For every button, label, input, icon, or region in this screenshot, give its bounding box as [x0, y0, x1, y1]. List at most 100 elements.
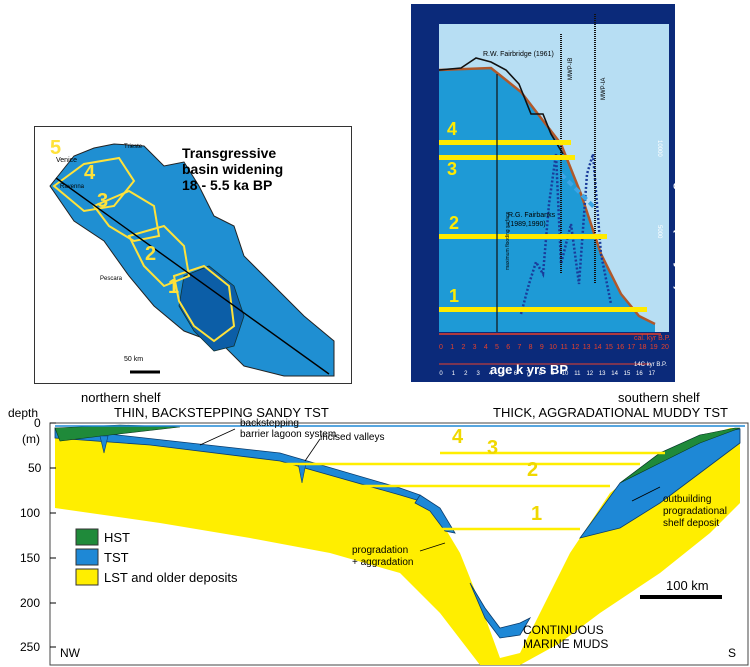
section-stage-label-2: 2 — [527, 459, 539, 481]
chart-x-tick-14c-label: 4 — [489, 371, 493, 377]
chart-stage-band-4 — [439, 140, 571, 145]
section-depth-tick-100: 100 — [20, 506, 41, 520]
chart-x-tick-label: 0 — [439, 344, 443, 351]
section-svg — [49, 422, 749, 666]
chart-label-mwp1a: MWP-IA — [601, 77, 607, 100]
map-title-line-3: 18 - 5.5 ka BP — [182, 177, 273, 193]
chart-x-tick-14c-label: 2 — [464, 371, 468, 377]
map-title-line-1: Transgressive — [182, 145, 277, 161]
chart-label-fairbridge: R.W. Fairbridge (1961) — [483, 51, 554, 58]
section-corner-nw: NW — [60, 646, 80, 660]
section-lst — [55, 428, 740, 665]
chart-x-tick-14c-label: 9 — [551, 371, 555, 377]
chart-x-tick-14c-label: 12 — [586, 371, 593, 377]
section-tst-valley — [469, 582, 532, 639]
chart-x-tick-label: 20 — [661, 344, 669, 351]
section-ann-outbuild-3: shelf deposit — [663, 518, 720, 529]
chart-stage-label-1: 1 — [449, 286, 460, 306]
section-stage-label-4: 4 — [452, 426, 464, 448]
map-title-line-2: basin widening — [182, 161, 284, 177]
section-ann-barrier-2: barrier lagoon system — [240, 429, 337, 440]
section-ann-incised: incised valleys — [320, 432, 385, 443]
chart-ylabel-right: discharge rate (km3 yr-1) — [673, 136, 688, 291]
chart-stage-label-2: 2 — [449, 213, 460, 233]
chart-x-tick-label: 10 — [549, 344, 557, 351]
section-ann-barrier-1: backstepping — [240, 418, 299, 429]
map-title: Transgressive basin widening 18 - 5.5 ka… — [182, 145, 342, 193]
chart-stage-band-3 — [439, 155, 575, 160]
map-place-venice: Venice — [56, 157, 78, 164]
chart-label-mwp1b: MWP-IB — [568, 57, 574, 80]
section-depth-tick-0: 0 — [34, 416, 41, 430]
section-ann-muds-1: CONTINUOUS — [523, 623, 604, 637]
section-depth-label: depth — [8, 406, 39, 420]
chart-discharge-dashed — [559, 172, 598, 211]
chart-x-tick-label: 8 — [529, 344, 533, 351]
legend-label-lst: LST and older deposits — [104, 570, 238, 585]
map-place-pescara: Pescara — [100, 276, 123, 282]
chart-stage-label-3: 3 — [447, 159, 458, 179]
stage-outline-2 — [127, 224, 191, 288]
section-ann-prog-1: progradation — [352, 545, 409, 556]
map-stage-label-3: 3 — [97, 190, 109, 212]
legend-swatch-tst — [75, 548, 99, 566]
chart-x-tick-label: 3 — [473, 344, 477, 351]
chart-x-tick-14c-label: 15 — [624, 371, 631, 377]
chart-x-tick-label: 17 — [628, 344, 636, 351]
section-depth-axis — [50, 422, 56, 648]
map-svg — [49, 143, 335, 377]
section-corner-s: S — [728, 646, 737, 660]
section-ann-muds-2: MARINE MUDS — [523, 637, 609, 651]
chart-x-tick-label: 5 — [495, 344, 499, 351]
section-line — [55, 177, 330, 375]
section-arrow-outbuild — [631, 486, 661, 502]
chart-right-tick-10000: 10000 — [656, 140, 662, 157]
chart-x-tick-14c-label: 13 — [599, 371, 606, 377]
chart-label-fairbanks-1: R.G. Fairbanks — [508, 212, 556, 219]
section-depth-tick-200: 200 — [20, 596, 41, 610]
chart-x-tick-14c-label: 7 — [526, 371, 530, 377]
chart-stage-label-4: 4 — [447, 119, 458, 139]
section-depth-unit: (m) — [22, 432, 40, 446]
section-hst-south — [619, 427, 741, 484]
section-depth-tick-50: 50 — [28, 461, 42, 475]
chart-x-tick-label: 6 — [506, 344, 510, 351]
section-depth-tick-250: 250 — [20, 640, 41, 654]
chart-xunit-14c: 14C kyr B.P. — [634, 362, 667, 368]
chart-x-tick-14c-label: 6 — [514, 371, 518, 377]
chart-x-tick-label: 9 — [540, 344, 544, 351]
chart-x-tick-14c-label: 17 — [648, 371, 655, 377]
chart-x-tick-label: 2 — [461, 344, 465, 351]
stage-outline-4 — [52, 156, 136, 213]
section-ann-prog-2: + aggradation — [352, 557, 414, 568]
chart-xlabel: age k yrs BP — [490, 362, 569, 377]
stage-outline-1 — [172, 264, 236, 343]
section-subheader-right: THICK, AGGRADATIONAL MUDDY TST — [493, 405, 728, 420]
chart-stage-band-2 — [439, 234, 607, 239]
section-header-left: northern shelf — [81, 390, 161, 405]
chart-x-tick-14c-label: 14 — [611, 371, 618, 377]
chart-x-tick-14c-label: 16 — [636, 371, 643, 377]
section-stage-label-1: 1 — [531, 503, 543, 525]
map-stage-label-5: 5 — [50, 137, 62, 159]
chart-x-tick-label: 18 — [639, 344, 647, 351]
chart-label-fairbanks-2: (1989,1990) — [508, 221, 546, 228]
chart-x-tick-label: 11 — [561, 344, 568, 351]
chart-stage-band-1 — [439, 307, 647, 312]
chart-x-tick-14c-label: 8 — [539, 371, 543, 377]
section-incised-valley-1 — [99, 435, 109, 454]
map-place-ravenna: Ravenna — [60, 184, 85, 190]
chart-x-tick-14c-label: 10 — [562, 371, 569, 377]
chart-x-ticks-14c: 0 1 2 3 4 5 6 7 8 9 10 11 12 13 14 15 16 17 — [439, 371, 655, 377]
chart-label-flooding: maximum flooding surface — [505, 211, 511, 270]
chart-x-tick-label: 1 — [450, 344, 454, 351]
chart-x-tick-label: 15 — [605, 344, 613, 351]
chart-x-tick-14c-label: 11 — [574, 371, 581, 377]
adriatic-basin — [49, 143, 335, 377]
section-ann-outbuild-2: progradational — [663, 506, 727, 517]
chart-x-tick-label: 4 — [484, 344, 488, 351]
section-stage-label-3: 3 — [487, 437, 499, 459]
chart-x-tick-14c-label: 1 — [452, 371, 456, 377]
